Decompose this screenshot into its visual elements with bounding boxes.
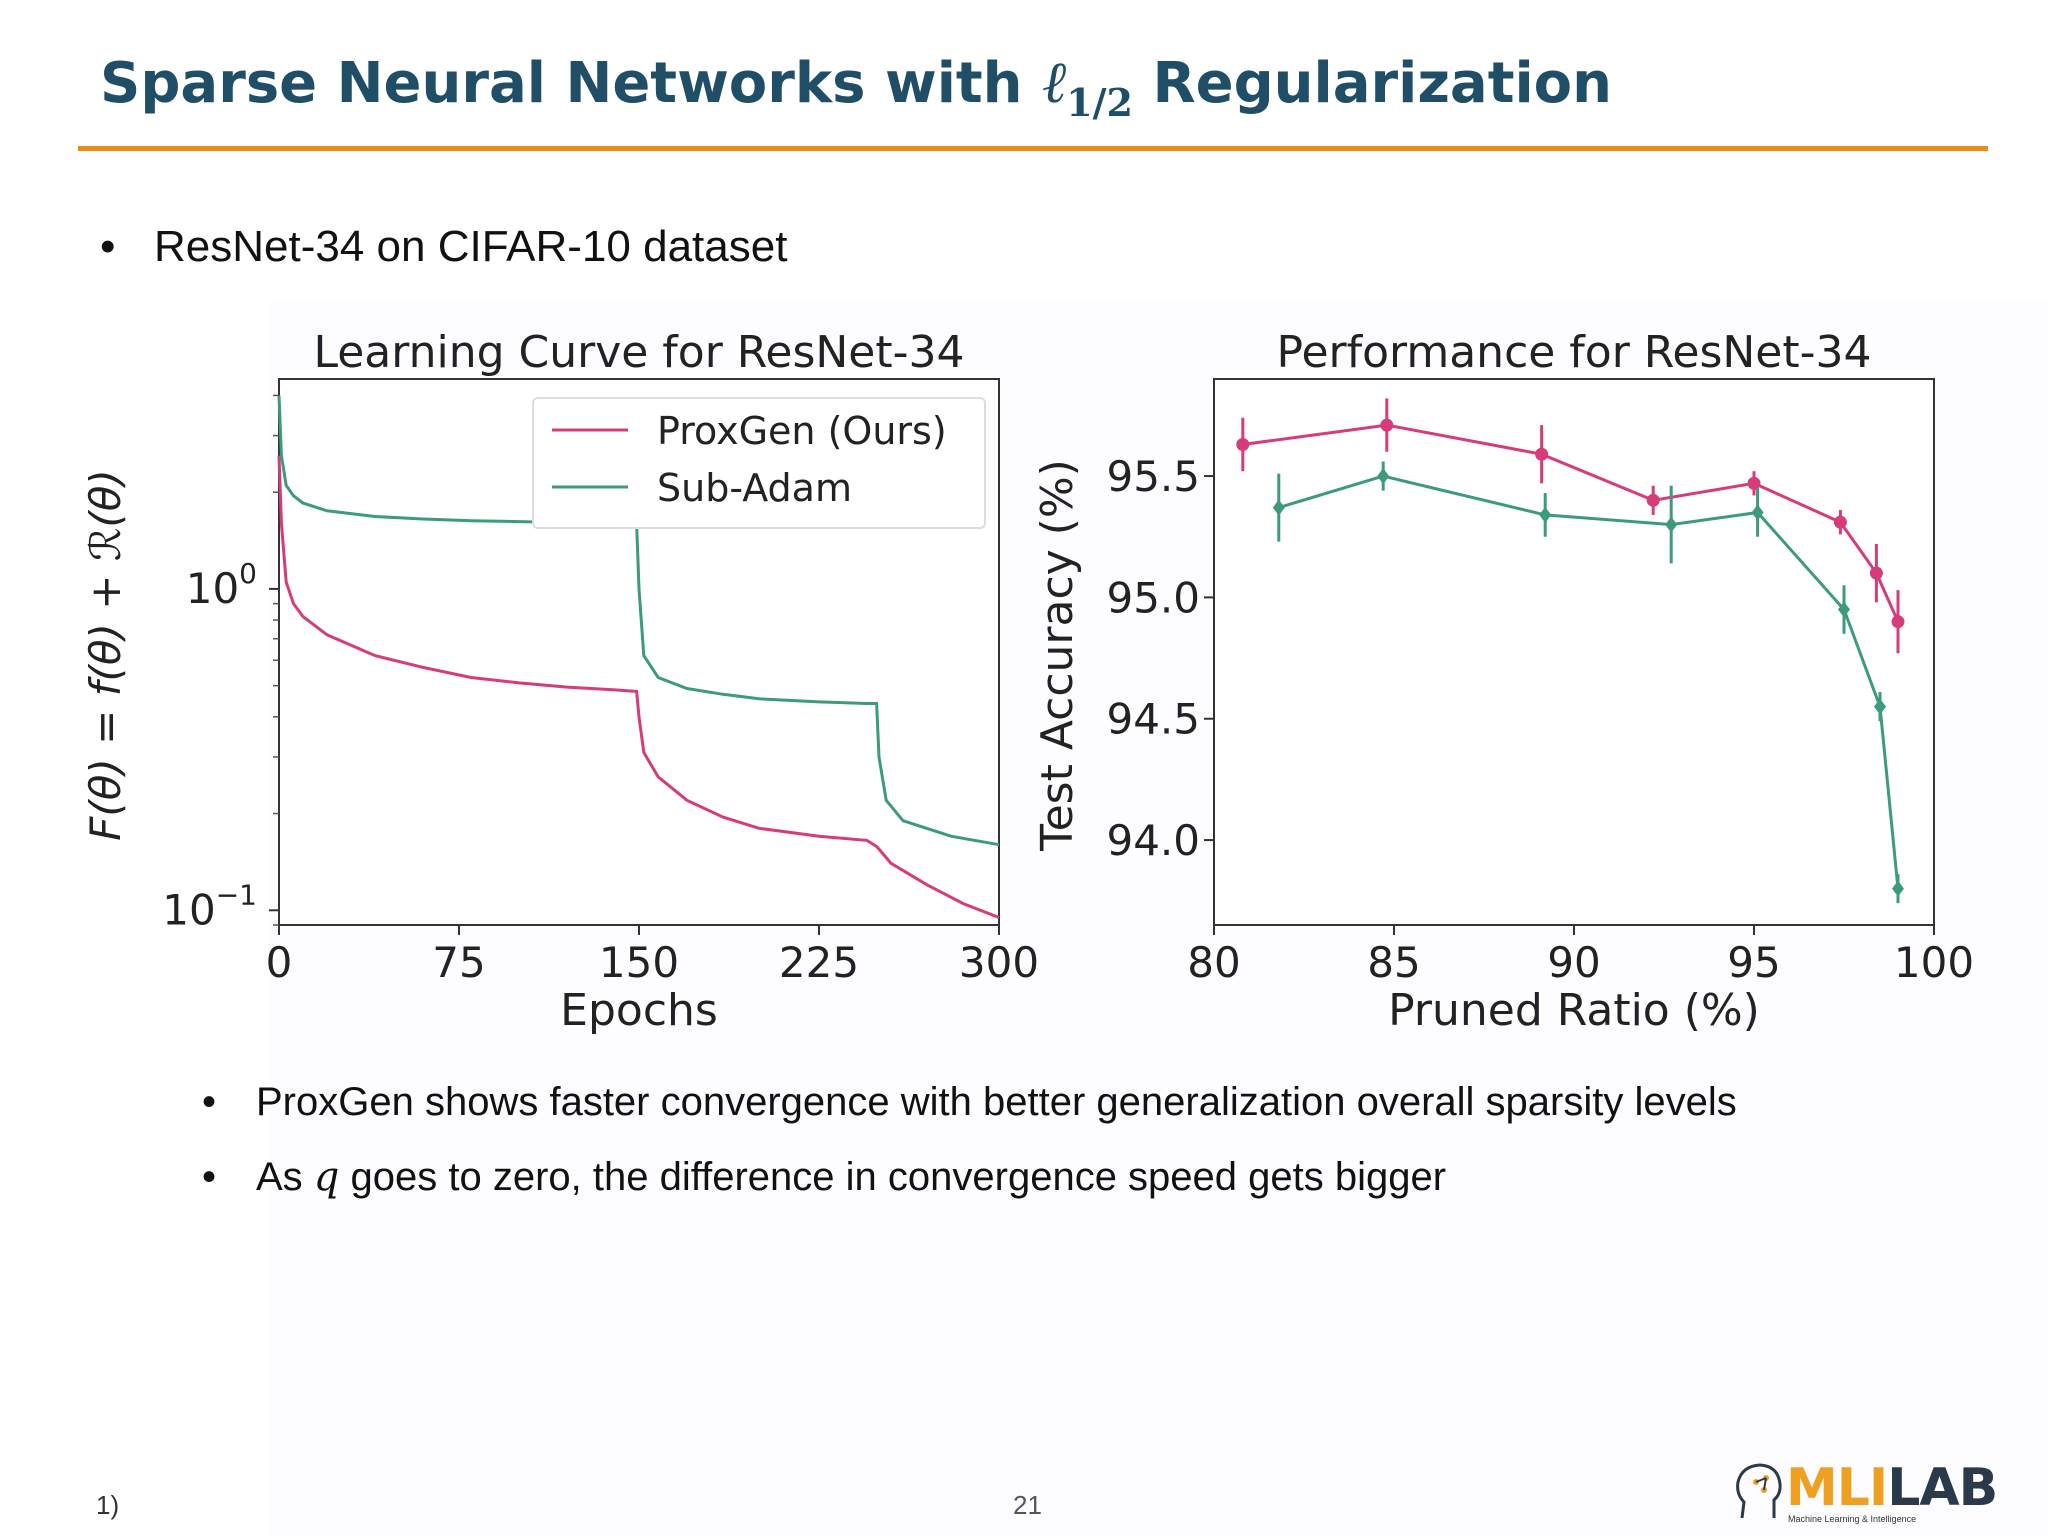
- data-point-subadam: [1874, 698, 1886, 715]
- data-point-proxgen: [1535, 447, 1549, 461]
- footnote-marker: 1): [96, 1490, 120, 1520]
- main-bullet: • ResNet-34 on CIFAR-10 dataset: [100, 222, 788, 271]
- data-point-proxgen: [1891, 615, 1905, 629]
- series-line-subadam: [277, 395, 1000, 847]
- data-point-subadam: [1751, 504, 1764, 521]
- x-tick-label: 150: [599, 938, 679, 987]
- data-point-proxgen: [1380, 418, 1394, 432]
- logo-subtitle: Machine Learning & Intelligence: [1788, 1514, 1917, 1524]
- chart-title: Learning Curve for ResNet-34: [314, 327, 965, 378]
- x-tick-label: 80: [1187, 938, 1240, 987]
- y-ticks: 94.0 94.5 95.0 95.5: [1106, 452, 1214, 865]
- plot-lines: [277, 395, 1000, 919]
- data-point-subadam: [1665, 516, 1678, 533]
- x-tick-label: 85: [1367, 938, 1420, 987]
- series-line-proxgen: [1242, 423, 1900, 623]
- x-tick-label: 95: [1727, 938, 1780, 987]
- legend: ProxGen (Ours) Sub-Adam: [532, 397, 986, 529]
- plot-area: [1213, 378, 1935, 926]
- data-point-subadam: [1838, 601, 1850, 618]
- series-line-subadam: [1278, 474, 1900, 889]
- legend-label-proxgen: ProxGen (Ours): [657, 409, 947, 453]
- x-axis-label: Epochs: [560, 985, 718, 1036]
- legend-box: [532, 397, 986, 529]
- y-tick-label: 95.0: [1106, 573, 1200, 622]
- series-line-proxgen: [277, 455, 1000, 919]
- plot-lines: [1236, 398, 1905, 904]
- data-point-subadam: [1272, 499, 1285, 516]
- chart-title: Performance for ResNet-34: [1277, 327, 1872, 378]
- y-tick-label: 100: [186, 557, 257, 613]
- x-tick-label: 225: [779, 938, 859, 987]
- y-tick-label: 10−1: [162, 878, 257, 934]
- data-point-proxgen: [1747, 476, 1761, 490]
- y-axis-label: Test Accuracy (%): [1035, 459, 1083, 852]
- performance-chart: 80 85 90 95 100 94.0 94.5 95.0 95.5 Performance…: [1035, 327, 1974, 1036]
- data-point-proxgen: [1236, 438, 1250, 452]
- q-variable: q: [313, 1154, 340, 1200]
- y-ticks: 100 10−1: [162, 557, 279, 934]
- x-tick-label: 300: [959, 938, 1039, 987]
- logo-wordmark: MLILAB: [1786, 1458, 1998, 1518]
- data-point-subadam: [1539, 506, 1552, 523]
- sub-bullet-1: • ProxGen shows faster convergence with b…: [202, 1080, 1737, 1124]
- y-axis-label: F(θ) = f(θ) + ℛ(θ): [81, 469, 130, 841]
- x-tick-label: 100: [1894, 938, 1974, 987]
- x-axis-label: Pruned Ratio (%): [1388, 985, 1760, 1036]
- page-number: 21: [1013, 1490, 1042, 1520]
- sub-bullet-1-text: ProxGen shows faster convergence with be…: [256, 1080, 1737, 1124]
- y-tick-label: 94.0: [1106, 816, 1200, 865]
- x-tick-label: 90: [1547, 938, 1600, 987]
- learning-curve-chart: 0 75 150 225 300 100 10−1 Learning Curve for …: [81, 327, 1039, 1036]
- data-point-subadam: [1377, 468, 1390, 485]
- y-tick-label: 95.5: [1106, 452, 1200, 501]
- x-ticks: 0 75 150 225 300: [266, 925, 1039, 987]
- sub-bullet-2: • As q goes to zero, the difference in co…: [202, 1154, 1447, 1200]
- y-tick-label: 94.5: [1106, 695, 1200, 744]
- slide-title: Sparse Neural Networks with ℓ1/2 Regular…: [100, 48, 1613, 125]
- brain-head-icon: [1736, 1463, 1782, 1519]
- x-tick-label: 0: [266, 938, 293, 987]
- data-point-proxgen: [1833, 515, 1847, 529]
- x-tick-label: 75: [432, 938, 485, 987]
- data-point-subadam: [1892, 880, 1904, 897]
- legend-label-subadam: Sub-Adam: [657, 466, 852, 510]
- x-ticks: 80 85 90 95 100: [1187, 925, 1974, 987]
- main-bullet-text: ResNet-34 on CIFAR-10 dataset: [154, 222, 788, 271]
- mlilab-logo: MLILAB Machine Learning & Intelligence: [1734, 1460, 1998, 1530]
- ell-subscript: 1/2: [1066, 80, 1133, 125]
- ell-symbol: ℓ: [1042, 48, 1067, 116]
- data-point-proxgen: [1869, 566, 1883, 580]
- data-point-proxgen: [1646, 493, 1660, 507]
- title-underline: [78, 146, 1988, 151]
